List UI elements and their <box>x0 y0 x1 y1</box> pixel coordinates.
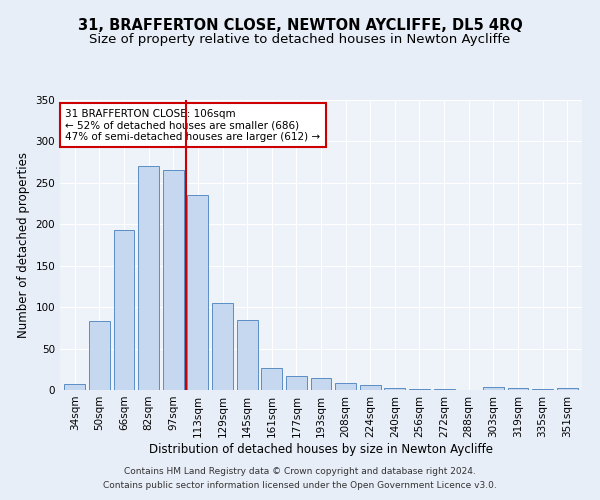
Bar <box>212 303 233 390</box>
X-axis label: Distribution of detached houses by size in Newton Aycliffe: Distribution of detached houses by size … <box>149 442 493 456</box>
Bar <box>89 321 110 390</box>
Bar <box>163 170 184 390</box>
Bar <box>335 382 356 390</box>
Bar <box>360 385 381 390</box>
Bar <box>508 388 529 390</box>
Bar <box>236 320 257 390</box>
Bar <box>261 368 282 390</box>
Text: 31 BRAFFERTON CLOSE: 106sqm
← 52% of detached houses are smaller (686)
47% of se: 31 BRAFFERTON CLOSE: 106sqm ← 52% of det… <box>65 108 320 142</box>
Bar <box>385 388 406 390</box>
Bar <box>311 378 331 390</box>
Bar <box>64 384 85 390</box>
Text: Contains public sector information licensed under the Open Government Licence v3: Contains public sector information licen… <box>103 481 497 490</box>
Bar <box>409 389 430 390</box>
Bar <box>113 230 134 390</box>
Y-axis label: Number of detached properties: Number of detached properties <box>17 152 30 338</box>
Bar <box>286 376 307 390</box>
Bar <box>434 389 455 390</box>
Bar <box>557 388 578 390</box>
Text: Contains HM Land Registry data © Crown copyright and database right 2024.: Contains HM Land Registry data © Crown c… <box>124 467 476 476</box>
Text: Size of property relative to detached houses in Newton Aycliffe: Size of property relative to detached ho… <box>89 32 511 46</box>
Text: 31, BRAFFERTON CLOSE, NEWTON AYCLIFFE, DL5 4RQ: 31, BRAFFERTON CLOSE, NEWTON AYCLIFFE, D… <box>77 18 523 32</box>
Bar <box>532 389 553 390</box>
Bar <box>483 386 504 390</box>
Bar <box>187 196 208 390</box>
Bar <box>138 166 159 390</box>
